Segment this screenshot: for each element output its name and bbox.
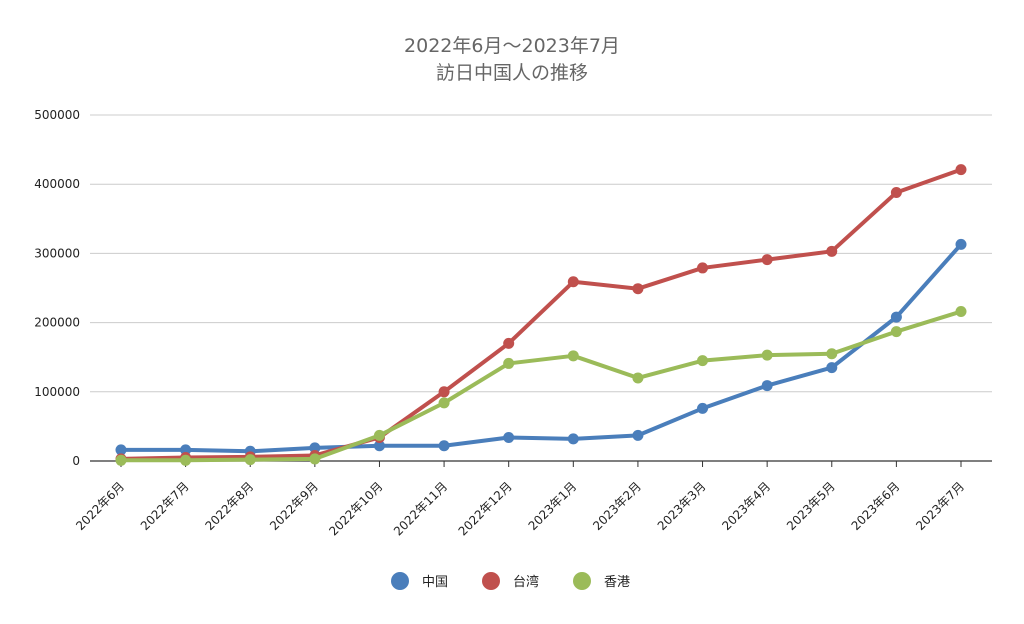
legend-label: 台湾 — [513, 574, 539, 590]
data-point — [567, 276, 579, 288]
data-point — [761, 254, 773, 266]
chart-title-line-1: 2022年6月～2023年7月 — [404, 35, 620, 57]
data-point — [373, 429, 385, 441]
data-point — [503, 357, 515, 369]
data-point — [632, 372, 644, 384]
data-point — [955, 306, 967, 318]
data-point — [632, 283, 644, 295]
data-point — [115, 454, 127, 466]
x-tick-label: 2022年10月 — [326, 479, 385, 538]
data-point — [180, 454, 192, 466]
x-tick-label: 2022年9月 — [267, 479, 321, 533]
data-point — [567, 350, 579, 362]
data-point — [115, 444, 127, 456]
x-tick-label: 2022年12月 — [456, 479, 515, 538]
data-point — [567, 433, 579, 445]
data-point — [890, 311, 902, 323]
series-lines — [115, 164, 967, 466]
y-tick-label: 500000 — [34, 108, 80, 122]
data-point — [438, 386, 450, 398]
data-point — [309, 442, 321, 454]
data-point — [761, 380, 773, 392]
data-point — [826, 245, 838, 257]
x-tick-label: 2022年7月 — [138, 479, 192, 533]
data-point — [697, 262, 709, 274]
x-tick-label: 2023年5月 — [784, 479, 838, 533]
series-line — [119, 309, 963, 463]
data-point — [955, 164, 967, 176]
data-point — [697, 355, 709, 367]
data-point — [890, 187, 902, 199]
legend-label: 香港 — [604, 575, 630, 590]
series-0 — [115, 238, 967, 457]
y-tick-label: 100000 — [34, 385, 80, 399]
x-axis: 2022年6月 2022年7月 2022年8月 2022年9月 2022年10月 2022… — [73, 460, 992, 538]
legend-marker — [391, 572, 409, 590]
x-tick-label: 2022年6月 — [73, 479, 127, 533]
data-point — [632, 429, 644, 441]
chart-title-line-2: 訪日中国人の推移 — [436, 62, 588, 84]
legend-item: 台湾 — [482, 572, 539, 590]
data-point — [503, 431, 515, 443]
data-point — [955, 238, 967, 250]
x-tick-label: 2023年3月 — [655, 479, 709, 533]
data-point — [503, 337, 515, 349]
data-point — [438, 397, 450, 409]
x-tick-label: 2023年6月 — [849, 479, 903, 533]
legend-item: 中国 — [391, 572, 448, 590]
x-tick-label: 2022年11月 — [391, 479, 450, 538]
y-axis: 0 100000 200000 300000 400000 500000 — [34, 108, 80, 468]
data-point — [890, 326, 902, 338]
legend-label: 中国 — [422, 575, 448, 590]
data-point — [180, 444, 192, 456]
x-tick-label: 2022年8月 — [202, 479, 256, 533]
legend-item: 香港 — [573, 572, 630, 590]
y-tick-label: 0 — [72, 454, 80, 468]
legend: 中国 台湾 香港 — [391, 572, 630, 590]
y-tick-label: 400000 — [34, 177, 80, 191]
data-point — [761, 349, 773, 361]
series-line — [119, 242, 963, 454]
data-point — [244, 454, 256, 466]
chart-title: 2022年6月～2023年7月 訪日中国人の推移 — [404, 35, 620, 84]
series-2 — [115, 306, 967, 466]
y-tick-label: 200000 — [34, 316, 80, 330]
data-point — [309, 453, 321, 465]
data-point — [826, 362, 838, 374]
data-point — [438, 440, 450, 452]
data-point — [697, 402, 709, 414]
data-point — [826, 348, 838, 360]
legend-marker — [573, 572, 591, 590]
gridlines — [90, 114, 992, 393]
x-tick-label: 2023年4月 — [719, 479, 773, 533]
x-tick-label: 2023年7月 — [913, 479, 967, 533]
x-tick-label: 2023年2月 — [590, 479, 644, 533]
legend-marker — [482, 572, 500, 590]
series-1 — [115, 164, 967, 465]
series-line — [119, 167, 963, 461]
x-tick-label: 2023年1月 — [526, 479, 580, 533]
y-tick-label: 300000 — [34, 246, 80, 260]
data-point — [373, 440, 385, 452]
